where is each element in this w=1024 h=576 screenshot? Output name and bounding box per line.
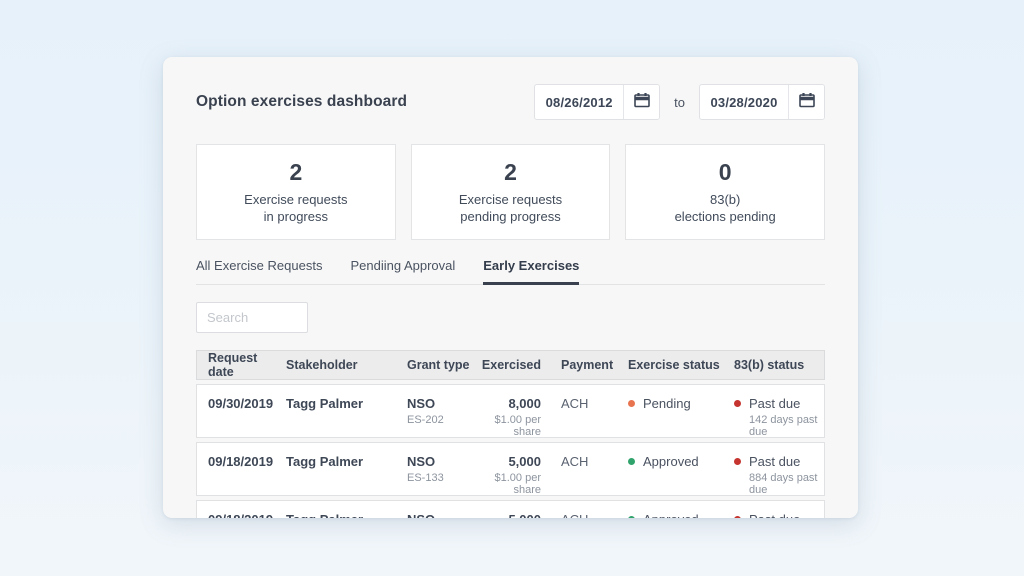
- cell-exercise-status: Approved: [628, 512, 734, 518]
- col-header-exercised: Exercised: [481, 358, 541, 372]
- date-from-input[interactable]: 08/26/2012: [545, 94, 613, 110]
- approved-status-dot: [628, 516, 635, 518]
- pending-status-dot: [628, 400, 635, 407]
- stat-label: 83(b) elections pending: [674, 192, 776, 224]
- stat-card-in-progress: 2 Exercise requests in progress: [196, 144, 396, 240]
- stat-value: 2: [504, 159, 517, 185]
- table-header-row: Request date Stakeholder Grant type Exer…: [196, 350, 825, 380]
- cell-83b-status: Past due: [734, 512, 824, 518]
- col-header-grant-type: Grant type: [407, 358, 470, 372]
- stat-cards: 2 Exercise requests in progress 2 Exercis…: [196, 144, 826, 240]
- date-range-picker: 08/26/2012 to 03/28/2020: [534, 84, 825, 120]
- table-row[interactable]: 09/30/2019 Tagg Palmer NSO ES-202 8,000 $1…: [196, 384, 825, 438]
- col-header-stakeholder: Stakeholder: [286, 358, 358, 372]
- panel-header: Option exercises dashboard 08/26/2012 to…: [196, 84, 825, 120]
- col-header-exercise-status: Exercise status: [628, 358, 720, 372]
- stat-label: Exercise requests pending progress: [458, 192, 563, 224]
- date-to-group: 03/28/2020: [699, 84, 825, 120]
- col-header-request-date: Request date: [208, 351, 258, 379]
- exercises-table: Request date Stakeholder Grant type Exer…: [196, 350, 825, 518]
- cell-stakeholder: Tagg Palmer: [286, 512, 407, 518]
- tab-pending-approval[interactable]: Pendiing Approval: [350, 258, 456, 273]
- cell-exercised: 5,000 $1.00 per share: [494, 454, 541, 496]
- cell-request-date: 09/18/2019: [208, 454, 274, 469]
- past-due-status-dot: [734, 516, 741, 518]
- approved-status-dot: [628, 458, 635, 465]
- past-due-status-dot: [734, 400, 741, 407]
- cell-stakeholder: Tagg Palmer: [286, 396, 364, 411]
- stat-value: 0: [718, 159, 732, 185]
- cell-exercise-status: Approved: [628, 454, 734, 496]
- cell-request-date: 09/30/2019: [208, 396, 274, 411]
- cell-exercised: 5,000: [477, 512, 561, 518]
- past-due-status-dot: [734, 458, 741, 465]
- col-header-payment: Payment: [561, 358, 614, 372]
- stat-label: Exercise requests in progress: [244, 192, 348, 224]
- search-input[interactable]: [196, 302, 308, 333]
- cell-payment: ACH: [561, 396, 589, 411]
- date-from-calendar-button[interactable]: [623, 85, 660, 119]
- calendar-icon: [633, 91, 651, 114]
- cell-stakeholder: Tagg Palmer: [286, 454, 364, 469]
- date-from-group: 08/26/2012: [534, 84, 661, 120]
- stat-card-pending-progress: 2 Exercise requests pending progress: [410, 144, 611, 240]
- cell-exercised: 8,000 $1.00 per share: [494, 396, 541, 438]
- cell-grant-type: NSO ES-202: [407, 396, 444, 426]
- cell-83b-status: Past due 142 days past due: [734, 396, 824, 438]
- dashboard-panel: Option exercises dashboard 08/26/2012 to…: [163, 57, 858, 518]
- cell-request-date: 09/18/2019: [197, 512, 286, 518]
- tab-early-exercises[interactable]: Early Exercises: [483, 258, 580, 285]
- date-to-calendar-button[interactable]: [788, 85, 824, 119]
- page-title: Option exercises dashboard: [196, 93, 408, 110]
- table-row[interactable]: 09/18/2019 Tagg Palmer NSO ES-133 5,000 $1…: [196, 442, 825, 496]
- cell-83b-status: Past due 884 days past due: [734, 454, 824, 496]
- tab-bar: All Exercise Requests Pendiing Approval …: [196, 258, 825, 285]
- cell-grant-type: NSO: [407, 512, 477, 518]
- cell-grant-type: NSO ES-133: [407, 454, 444, 484]
- stat-card-83b-pending: 0 83(b) elections pending: [625, 144, 826, 240]
- cell-exercise-status: Pending: [628, 396, 734, 438]
- cell-payment: ACH: [561, 454, 589, 469]
- calendar-icon: [798, 91, 816, 114]
- date-range-to-label: to: [674, 94, 685, 110]
- cell-payment: ACH: [561, 512, 628, 518]
- table-row[interactable]: 09/18/2019 Tagg Palmer NSO 5,000 ACH App…: [196, 500, 825, 518]
- stat-value: 2: [289, 159, 303, 185]
- tab-all-exercise-requests[interactable]: All Exercise Requests: [196, 258, 323, 273]
- date-to-input[interactable]: 03/28/2020: [710, 94, 778, 110]
- col-header-83b-status: 83(b) status: [734, 358, 805, 372]
